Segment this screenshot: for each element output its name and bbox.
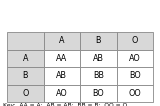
- Text: AO: AO: [129, 54, 141, 63]
- Text: AA: AA: [56, 54, 67, 63]
- Text: O: O: [22, 89, 28, 98]
- Bar: [116, 50, 153, 67]
- Bar: [44, 32, 80, 50]
- Text: BO: BO: [129, 71, 141, 80]
- Text: AB: AB: [93, 54, 104, 63]
- Bar: [80, 50, 116, 67]
- Text: AB: AB: [56, 71, 67, 80]
- Bar: [44, 84, 80, 102]
- Text: B: B: [96, 36, 101, 45]
- Bar: [7, 50, 44, 67]
- Text: AO: AO: [56, 89, 68, 98]
- Text: OO: OO: [128, 89, 141, 98]
- Text: BO: BO: [92, 89, 104, 98]
- Bar: [116, 84, 153, 102]
- Bar: [80, 67, 116, 84]
- Bar: [44, 50, 80, 67]
- Bar: [80, 32, 116, 50]
- Text: A: A: [23, 54, 28, 63]
- Bar: [7, 32, 44, 50]
- Bar: [116, 32, 153, 50]
- Text: O: O: [132, 36, 138, 45]
- Text: B: B: [23, 71, 28, 80]
- Text: BB: BB: [93, 71, 104, 80]
- Bar: [116, 67, 153, 84]
- Bar: [80, 84, 116, 102]
- Bar: [7, 84, 44, 102]
- Text: A: A: [59, 36, 64, 45]
- Bar: [44, 67, 80, 84]
- Bar: [7, 67, 44, 84]
- Text: Key:  AA = A;  AB = AB;  BB = B;  OO = O: Key: AA = A; AB = AB; BB = B; OO = O: [3, 103, 127, 106]
